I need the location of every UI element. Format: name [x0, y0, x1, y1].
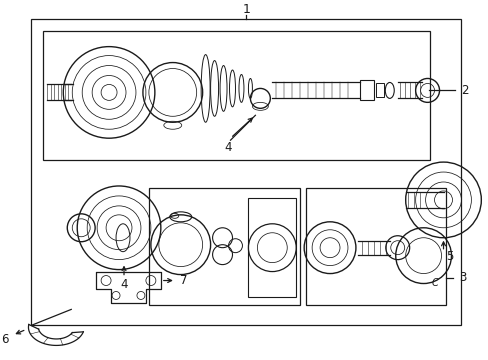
Bar	[31, 19, 461, 325]
Bar	[248, 198, 296, 297]
Text: C: C	[431, 278, 437, 288]
Bar	[43, 31, 428, 160]
Text: 2: 2	[461, 84, 468, 97]
Bar	[305, 188, 445, 305]
Text: 1: 1	[242, 3, 250, 16]
Text: 6: 6	[1, 333, 8, 346]
Bar	[375, 84, 383, 98]
Text: 3: 3	[459, 271, 466, 284]
Text: 5: 5	[445, 250, 452, 263]
Bar	[359, 81, 373, 100]
Bar	[148, 188, 300, 305]
Text: 7: 7	[180, 274, 187, 287]
Text: 4: 4	[224, 141, 232, 154]
Text: 4: 4	[120, 278, 127, 291]
